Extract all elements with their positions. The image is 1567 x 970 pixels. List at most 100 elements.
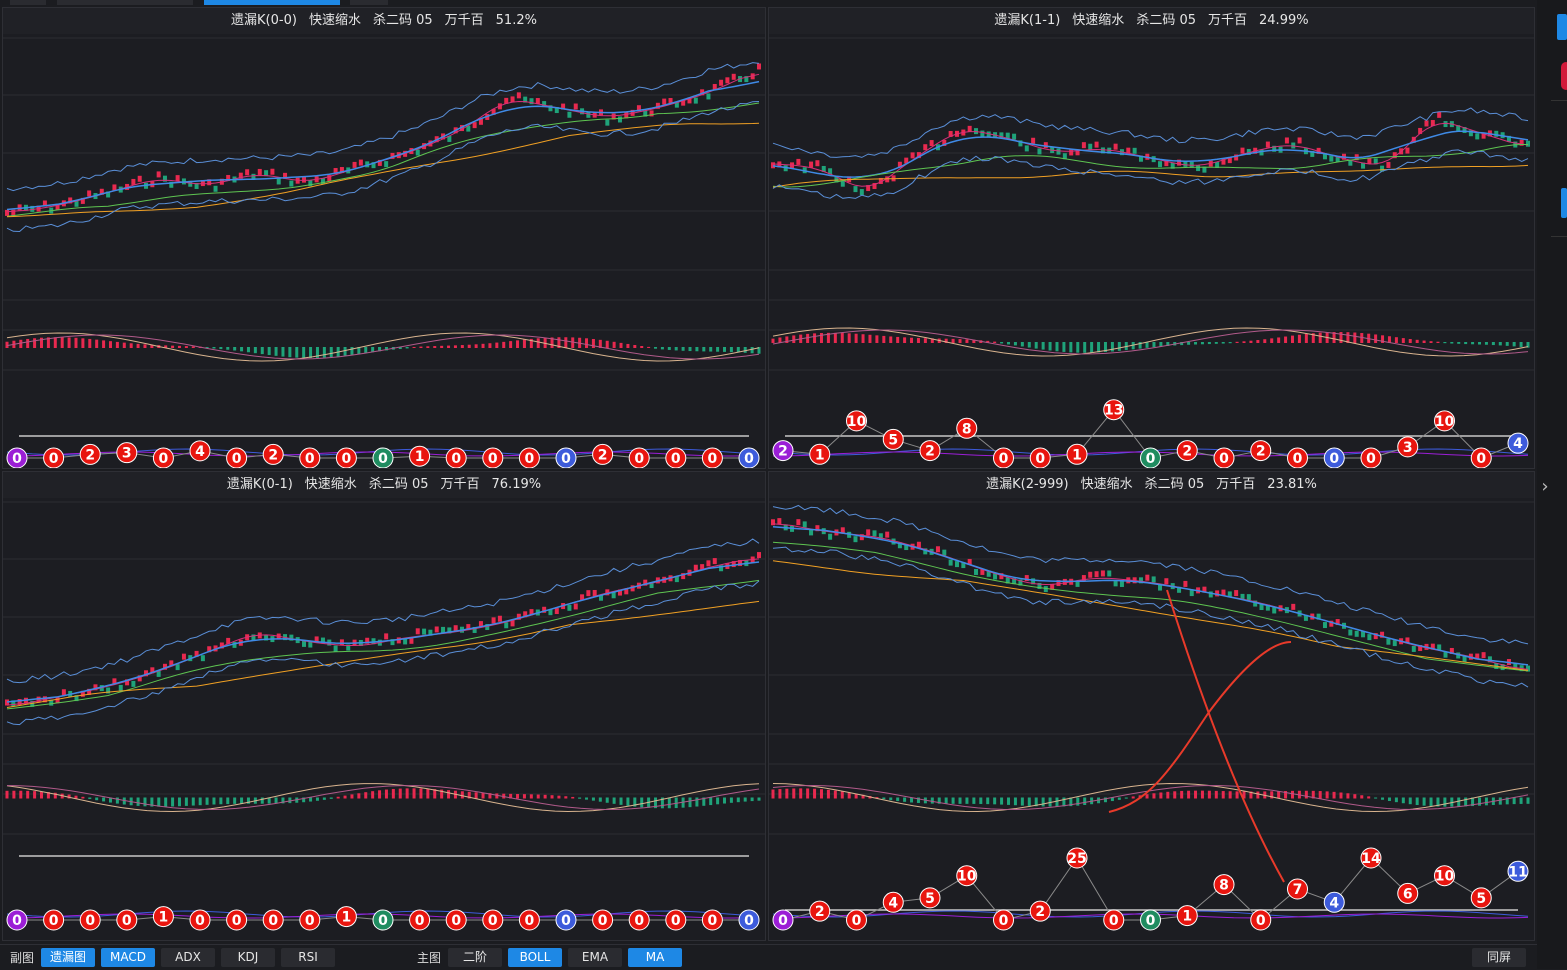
macd-bar — [1436, 797, 1440, 807]
macd-bar — [322, 797, 326, 800]
macd-bar — [447, 790, 451, 799]
candle — [320, 637, 325, 644]
omission-badge-label: 13 — [1104, 403, 1123, 419]
macd-bar — [660, 797, 664, 809]
omission-badge — [1250, 909, 1272, 931]
main-button-ma[interactable]: MA — [628, 948, 682, 967]
macd-bar — [882, 335, 886, 343]
macd-bar — [1394, 797, 1398, 803]
candle — [1291, 603, 1296, 610]
candle — [771, 162, 775, 169]
main-button-ema[interactable]: EMA — [568, 948, 622, 967]
candle — [1322, 622, 1327, 629]
macd-bar — [605, 340, 609, 348]
top-tab-3[interactable] — [350, 0, 388, 5]
sub-button-macd[interactable]: MACD — [101, 948, 155, 967]
main-button-second-order[interactable]: 二阶 — [448, 948, 502, 967]
panel-mode: 快速缩水 — [1080, 477, 1133, 492]
macd-bar — [1055, 797, 1059, 807]
macd-bar — [854, 793, 858, 799]
macd-bar — [81, 796, 85, 799]
candle — [1310, 150, 1315, 157]
macd-bar — [847, 792, 851, 799]
candle — [194, 182, 199, 189]
sidebar-toggle[interactable] — [1561, 188, 1567, 218]
candle — [384, 633, 389, 640]
candle — [162, 175, 167, 182]
macd-bar — [709, 797, 713, 806]
omission-badge — [738, 447, 760, 468]
record-icon[interactable] — [1561, 62, 1567, 90]
macd-bar — [1498, 797, 1502, 805]
macd-bar — [143, 344, 147, 348]
omission-badge-label: 0 — [232, 451, 242, 467]
macd-bar — [826, 332, 830, 343]
macd-bar — [585, 797, 589, 800]
macd-bar — [813, 333, 817, 343]
candle — [61, 689, 66, 696]
sub-button-rsi[interactable]: RSI — [281, 948, 335, 967]
candle — [144, 670, 149, 677]
macd-bar — [419, 346, 423, 348]
chevron-right-icon[interactable]: › — [1541, 476, 1549, 497]
macd-bar — [329, 347, 333, 358]
candle — [162, 663, 167, 670]
candle — [662, 98, 667, 105]
omission-badge-label: 0 — [1366, 451, 1376, 467]
macd-bar — [12, 790, 16, 799]
macd-bar — [1235, 341, 1239, 343]
main-button-boll[interactable]: BOLL — [508, 948, 562, 967]
macd-bar — [792, 788, 796, 799]
macd-bar — [958, 797, 962, 804]
macd-bar — [1020, 342, 1024, 347]
omission-badge-label: 0 — [525, 451, 535, 467]
top-tab-0[interactable] — [10, 0, 46, 5]
top-tab-2-active[interactable] — [204, 0, 340, 5]
macd-bar — [281, 347, 285, 357]
omission-badge — [1470, 887, 1492, 909]
sub-button-kdj[interactable]: KDJ — [221, 948, 275, 967]
omission-badge — [592, 443, 614, 465]
omission-badge-label: 0 — [1476, 451, 1486, 467]
macd-bar — [1422, 340, 1426, 343]
candle — [636, 105, 641, 112]
candle — [700, 564, 705, 571]
sub-button-adx[interactable]: ADX — [161, 948, 215, 967]
sub-button-omission[interactable]: 遗漏图 — [41, 948, 95, 967]
candle — [415, 628, 420, 635]
omission-badge-label: 5 — [1476, 891, 1486, 907]
candle — [339, 167, 344, 174]
candle — [693, 97, 698, 104]
panel-kill: 杀二码 05 — [368, 477, 429, 492]
candle — [1107, 570, 1112, 577]
candle — [1132, 147, 1137, 154]
omission-badge — [1287, 447, 1308, 468]
sidebar-tab-blue[interactable] — [1557, 14, 1567, 40]
macd-bar — [564, 796, 568, 799]
macd-bar — [1034, 342, 1038, 349]
omission-badge — [919, 440, 941, 462]
macd-bar — [1387, 797, 1391, 801]
macd-bar — [405, 347, 409, 349]
top-tab-1[interactable] — [57, 0, 193, 5]
candle — [137, 175, 142, 182]
omission-badge — [372, 909, 394, 931]
candle — [472, 626, 477, 633]
candle — [624, 112, 629, 119]
candle — [1487, 656, 1492, 663]
candle — [744, 76, 749, 83]
omission-badge-label: 10 — [847, 414, 867, 430]
chart-panel-3[interactable]: 遗漏K(2-999) 快速缩水 杀二码 05 万千百 23.81% 0 2 0 4 5 10 0 2 2… — [768, 471, 1535, 941]
fullscreen-button[interactable]: 同屏 — [1472, 948, 1526, 967]
candle — [1386, 638, 1391, 645]
candle — [592, 589, 597, 596]
macd-bar — [115, 797, 119, 804]
candle — [264, 170, 269, 177]
candle — [1322, 153, 1327, 160]
candle — [1240, 147, 1245, 154]
candle — [320, 178, 325, 185]
macd-bar — [433, 346, 437, 348]
chart-panel-1[interactable]: 遗漏K(1-1) 快速缩水 杀二码 05 万千百 24.99% 2 1 10 5 2 8 0 0 1 13… — [768, 7, 1535, 469]
